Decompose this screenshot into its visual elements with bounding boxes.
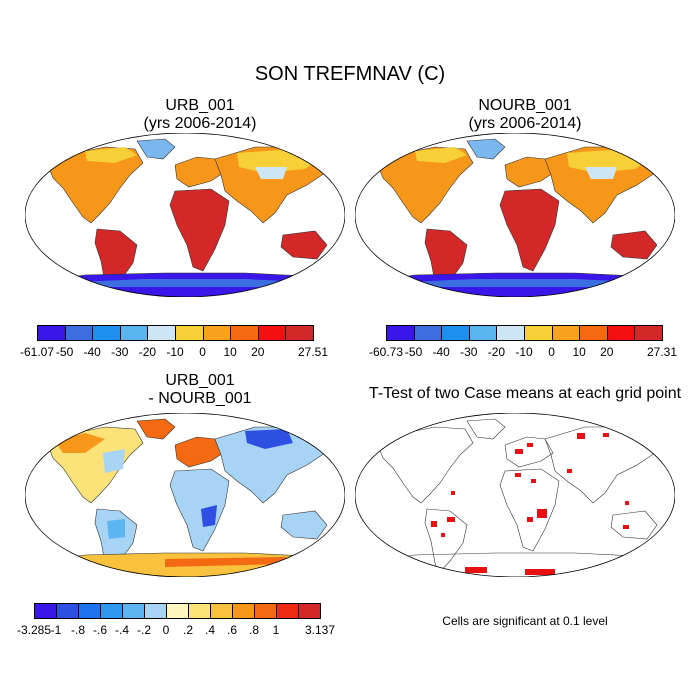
urb-colorbar-box — [202, 325, 232, 341]
urb-colorbar-box — [147, 325, 176, 341]
nourb-colorbar-label: 10 — [572, 345, 586, 359]
diff-colorbar-box — [166, 603, 189, 619]
ttest-map — [355, 413, 675, 577]
nourb-colorbar-box — [579, 325, 608, 341]
nourb-colorbar-box — [606, 325, 636, 341]
diff-colorbar-box — [100, 603, 123, 619]
diff-colorbar-label: -.4 — [114, 623, 130, 637]
diff-colorbar-label: -.6 — [92, 623, 108, 637]
diff-colorbar: -3.285 -1 -.8 -.6 -.4 -.2 0 .2 .4 .6 .8 1 3.137 — [17, 603, 335, 643]
diff-colorbar-label: 3.137 — [304, 623, 336, 637]
nourb-colorbar: -60.73 -50 -40 -30 -20 -10 0 10 20 27.31 — [369, 325, 677, 365]
nourb-colorbar-box — [386, 325, 415, 341]
diff-colorbar-box — [122, 603, 145, 619]
diff-colorbar-label: .6 — [226, 623, 238, 637]
urb-colorbar-label: 27.51 — [297, 345, 329, 359]
urb-colorbar-box — [64, 325, 94, 341]
urb-colorbar-label: -30 — [111, 345, 129, 359]
diff-colorbar-box — [232, 603, 255, 619]
diff-colorbar-label: .8 — [248, 623, 260, 637]
nourb-colorbar-box — [413, 325, 443, 341]
urb-colorbar-label: -20 — [138, 345, 157, 359]
urb-colorbar-box — [257, 325, 287, 341]
urb-colorbar-label: -40 — [83, 345, 101, 359]
panel-title-diff: URB_001 - NOURB_001 — [75, 372, 325, 408]
urb-colorbar-box — [285, 325, 314, 341]
urb-colorbar-box — [37, 325, 66, 341]
urb-colorbar-label: -10 — [166, 345, 184, 359]
main-title: SON TREFMNAV (C) — [254, 63, 446, 85]
nourb-colorbar-label: -50 — [404, 345, 423, 359]
nourb-colorbar-label: -10 — [515, 345, 533, 359]
diff-colorbar-label: 1 — [272, 623, 280, 637]
significance-cells — [431, 433, 629, 575]
urb-colorbar-label: -61.07 — [19, 345, 55, 359]
nourb-colorbar-box — [441, 325, 470, 341]
panel-title-ttest-line1: T-Test of two Case means at each grid po… — [368, 385, 682, 402]
diff-colorbar-label: .4 — [204, 623, 216, 637]
urb-colorbar-box — [175, 325, 204, 341]
diff-colorbar-box — [298, 603, 321, 619]
diff-colorbar-box — [188, 603, 211, 619]
panel-title-nourb-line2: (yrs 2006-2014) — [468, 115, 582, 132]
nourb-colorbar-label: 20 — [600, 345, 614, 359]
urb-colorbar-label: 0 — [199, 345, 206, 359]
panel-title-urb-line2: (yrs 2006-2014) — [143, 115, 257, 132]
urb-colorbar-label: 20 — [251, 345, 265, 359]
urb-colorbar-box — [230, 325, 259, 341]
panel-title-ttest: T-Test of two Case means at each grid po… — [350, 385, 700, 403]
diff-colorbar-box — [210, 603, 233, 619]
diff-colorbar-box — [56, 603, 79, 619]
urb-colorbar-box — [119, 325, 149, 341]
panel-title-urb: URB_001 (yrs 2006-2014) — [75, 97, 325, 133]
nourb-colorbar-box — [524, 325, 553, 341]
urb-colorbar-label: -50 — [55, 345, 74, 359]
diff-colorbar-box — [144, 603, 167, 619]
diff-colorbar-box — [78, 603, 101, 619]
urb-colorbar: -61.07 -50 -40 -30 -20 -10 0 10 20 27.51 — [20, 325, 328, 365]
diff-colorbar-label: -.8 — [70, 623, 86, 637]
diff-colorbar-label: .2 — [182, 623, 194, 637]
diff-colorbar-box — [34, 603, 57, 619]
nourb-colorbar-box — [551, 325, 581, 341]
nourb-map — [355, 133, 675, 297]
panel-title-nourb-line1: NOURB_001 — [478, 97, 572, 114]
nourb-colorbar-box — [496, 325, 525, 341]
panel-title-diff-line2: - NOURB_001 — [148, 390, 252, 407]
nourb-colorbar-label: -20 — [487, 345, 506, 359]
significance-note: Cells are significant at 0.1 level — [442, 614, 608, 628]
diff-colorbar-box — [276, 603, 299, 619]
diff-map — [25, 413, 345, 577]
nourb-colorbar-label: -60.73 — [368, 345, 404, 359]
diff-colorbar-label: 0 — [162, 623, 170, 637]
nourb-colorbar-label: -40 — [432, 345, 450, 359]
diff-colorbar-label: -1 — [50, 623, 62, 637]
diff-colorbar-label: -.2 — [136, 623, 152, 637]
panel-title-diff-line1: URB_001 — [165, 372, 235, 389]
nourb-colorbar-label: 27.31 — [646, 345, 678, 359]
urb-map — [25, 133, 345, 297]
nourb-colorbar-label: -30 — [460, 345, 478, 359]
urb-colorbar-box — [92, 325, 121, 341]
diff-colorbar-box — [254, 603, 277, 619]
panel-title-urb-line1: URB_001 — [165, 97, 235, 114]
nourb-colorbar-box — [468, 325, 498, 341]
panel-title-nourb: NOURB_001 (yrs 2006-2014) — [400, 97, 650, 133]
diff-colorbar-label: -3.285 — [16, 623, 52, 637]
nourb-colorbar-label: 0 — [548, 345, 555, 359]
urb-colorbar-label: 10 — [223, 345, 237, 359]
nourb-colorbar-box — [634, 325, 663, 341]
